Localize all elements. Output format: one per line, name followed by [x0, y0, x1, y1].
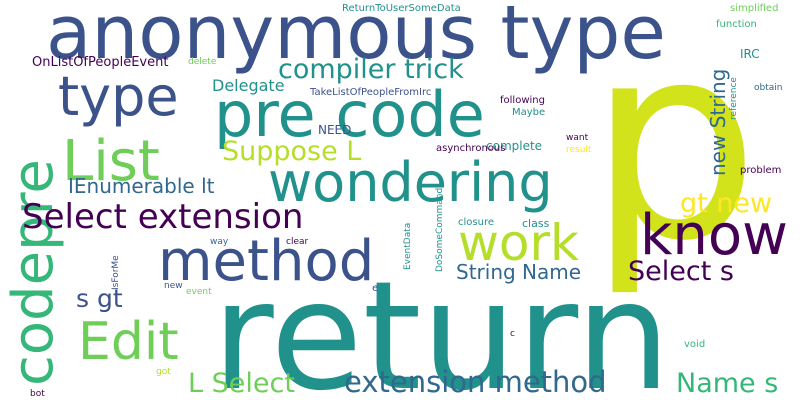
word-gt-new: gt new	[680, 188, 773, 219]
word-got: got	[156, 367, 171, 377]
word-work: work	[458, 214, 579, 272]
word-delegate: Delegate	[212, 76, 285, 95]
word-irc-vertical: IRC	[740, 47, 760, 61]
word-p: p	[588, 0, 760, 300]
word-eventdata: EventData	[403, 222, 413, 270]
word-anonymous-type: anonymous type	[46, 0, 666, 76]
word-ienumerable-lt: IEnumerable lt	[68, 174, 215, 198]
word-following: following	[500, 95, 545, 106]
word-returntousersomedata: ReturnToUserSomeData	[342, 3, 461, 14]
word-c: c	[510, 329, 515, 339]
word-pre-code: pre code	[214, 78, 485, 151]
word-dosomecommand: DoSomeCommand	[435, 187, 445, 272]
word-compiler-trick: compiler trick	[278, 54, 464, 85]
word-method: method	[158, 229, 375, 294]
word-reference: reference	[729, 77, 739, 120]
word-clear: clear	[286, 237, 309, 247]
word-extension-method: extension method	[344, 365, 607, 399]
word-obtain: obtain	[754, 83, 783, 93]
word-asynchronous: asynchronous	[436, 143, 506, 154]
word-new-string: new String	[706, 68, 730, 176]
word-maybe: Maybe	[512, 107, 546, 118]
word-class: class	[522, 217, 550, 230]
word-onlistofpeopleevent: OnListOfPeopleEvent	[32, 55, 169, 70]
word-takelistofpeoplefromirc: TakeListOfPeopleFromIrc	[310, 87, 432, 98]
word-isforme: IsForMe	[111, 255, 121, 290]
word-s-gt: s gt	[76, 284, 123, 313]
word-list: List	[62, 129, 160, 194]
word-name-s: Name s	[676, 368, 779, 399]
word-select-s: Select s	[628, 256, 734, 287]
word-e: e	[372, 283, 379, 294]
word-edit: Edit	[78, 312, 179, 372]
word-l-select: L Select	[188, 368, 295, 399]
word-simplified: simplified	[730, 3, 779, 14]
word-delete: delete	[188, 57, 217, 67]
word-void: void	[684, 339, 706, 350]
word-new: new	[164, 281, 183, 291]
word-know: know	[640, 203, 788, 268]
word-suppose-l: Suppose L	[222, 136, 362, 167]
word-function: function	[716, 19, 757, 30]
word-return: return	[212, 250, 671, 400]
word-need: NEED	[318, 123, 352, 137]
word-select-extension: Select extension	[22, 197, 304, 237]
word-bot: bot	[30, 389, 45, 399]
word-string-name: String Name	[456, 260, 582, 284]
word-result: result	[566, 145, 592, 155]
word-problem: problem	[740, 165, 782, 176]
word-way: way	[210, 237, 229, 247]
word-event: event	[186, 287, 212, 297]
word-type: type	[58, 65, 179, 128]
word-wondering: wondering	[268, 151, 553, 214]
word-closure: closure	[458, 217, 494, 228]
word-want: want	[566, 133, 589, 143]
word-complete: complete	[486, 139, 543, 153]
word-codepre: codepre	[1, 159, 66, 386]
